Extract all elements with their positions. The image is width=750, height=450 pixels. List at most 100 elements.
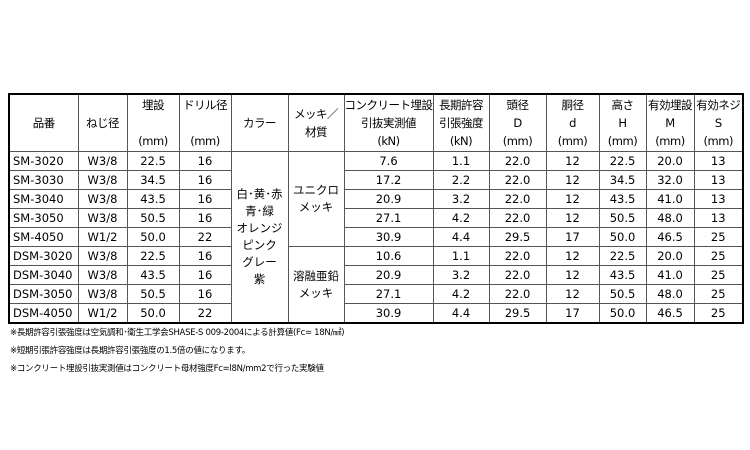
table-cell: 12 xyxy=(545,246,600,266)
column-header: ねじ径 xyxy=(77,93,128,152)
column-header: メッキ／ 材質 xyxy=(287,93,345,152)
color-cell: 白･黄･赤 青･緑 オレンジ ピンク グレー紫 xyxy=(230,151,289,324)
table-cell: 16 xyxy=(178,208,232,228)
table-cell: 22 xyxy=(178,227,232,247)
header-line: H xyxy=(618,116,627,130)
color-line: ピンク xyxy=(242,238,277,252)
product-code: DSM-3020 xyxy=(8,246,79,266)
table-cell: 12 xyxy=(545,208,600,228)
header-line: メッキ／ xyxy=(294,107,339,121)
table-cell: 41.0 xyxy=(645,265,695,285)
header-line: d xyxy=(569,116,576,130)
table-cell: 16 xyxy=(178,284,232,304)
table-cell: 22.5 xyxy=(598,246,647,266)
header-line: 胴径 xyxy=(561,98,585,112)
header-line: ねじ径 xyxy=(86,116,120,130)
table-cell: 12 xyxy=(545,265,600,285)
column-header: 長期許容 引張強度 (kN) xyxy=(432,93,490,152)
table-cell: 12 xyxy=(545,189,600,209)
header-line: 有効ネジ xyxy=(696,98,741,112)
table-cell: 22.0 xyxy=(488,246,547,266)
color-line: オレンジ xyxy=(236,221,283,235)
table-cell: 7.6 xyxy=(343,151,434,171)
header-row: 品番 ねじ径 埋設 (mm) ドリル径 (mm) カラー メッキ／ 材質 コンクリート埋設 引抜実測… xyxy=(8,93,744,152)
color-line: 紫 xyxy=(253,272,266,286)
table-cell: 17 xyxy=(545,303,600,324)
table-cell: 50.5 xyxy=(598,208,647,228)
table-cell: 4.4 xyxy=(432,227,490,247)
column-header: 埋設 (mm) xyxy=(126,93,180,152)
column-header: 高さ H (mm) xyxy=(598,93,647,152)
table-cell: 32.0 xyxy=(645,170,695,190)
product-code: SM-4050 xyxy=(8,227,79,247)
table-cell: 16 xyxy=(178,170,232,190)
table-cell: 16 xyxy=(178,189,232,209)
table-cell: 41.0 xyxy=(645,189,695,209)
header-line: 引張強度 xyxy=(439,116,484,130)
table-cell: 4.2 xyxy=(432,208,490,228)
product-code: DSM-4050 xyxy=(8,303,79,324)
header-line: ドリル径 xyxy=(183,98,228,112)
column-header: コンクリート埋設 引抜実測値 (kN) xyxy=(343,93,434,152)
column-header: ドリル径 (mm) xyxy=(178,93,232,152)
plating-line: メッキ xyxy=(298,285,334,300)
table-cell: 22.5 xyxy=(126,151,180,171)
product-code: DSM-3040 xyxy=(8,265,79,285)
table-cell: 50.0 xyxy=(598,227,647,247)
plating-cell: 溶融亜鉛 メッキ xyxy=(287,246,345,324)
color-line: 青･緑 xyxy=(245,204,274,218)
table-row: DSM-3020 W3/8 22.5 16 溶融亜鉛 メッキ 10.6 1.1 22.0 12 22… xyxy=(8,246,744,324)
table-cell: 17 xyxy=(545,227,600,247)
table-cell: 16 xyxy=(178,246,232,266)
table-cell: 25 xyxy=(693,284,744,304)
table-cell: W1/2 xyxy=(77,227,128,247)
table-cell: W3/8 xyxy=(77,208,128,228)
table-cell: 13 xyxy=(693,189,744,209)
header-line: 品番 xyxy=(32,116,55,130)
table-cell: 12 xyxy=(545,151,600,171)
table-row: DSM-4050 W1/2 50.0 22 30.9 4.4 29.5 17 50.0 46.5 2… xyxy=(8,303,744,324)
header-line: コンクリート埋設 xyxy=(344,98,433,112)
table-cell: 10.6 xyxy=(343,246,434,266)
footnotes: ※長期許容引張強度は空気調和･衛生工学会SHASE-S 009-2004による計… xyxy=(10,324,345,378)
plating-line: ユニクロ xyxy=(293,183,339,197)
table-cell: W3/8 xyxy=(77,246,128,266)
table-cell: 22.5 xyxy=(598,151,647,171)
table-cell: 27.1 xyxy=(343,284,434,304)
table-cell: 34.5 xyxy=(598,170,647,190)
product-code: SM-3040 xyxy=(8,189,79,209)
table-cell: W3/8 xyxy=(77,284,128,304)
column-header: 品番 xyxy=(8,93,79,152)
product-code: SM-3020 xyxy=(8,151,79,171)
table-cell: 12 xyxy=(545,170,600,190)
table-cell: 1.1 xyxy=(432,246,490,266)
table-cell: 20.9 xyxy=(343,189,434,209)
plating-line: 溶融亜鉛 xyxy=(293,268,339,283)
table-row: SM-3020 W3/8 22.5 16 白･黄･赤 青･緑 オレンジ ピンク グレー紫ユニクロ… xyxy=(8,151,744,324)
table-cell: 43.5 xyxy=(598,265,647,285)
header-line xyxy=(180,114,230,132)
column-header: 胴径 d (mm) xyxy=(545,93,600,152)
header-line: 長期許容 xyxy=(439,98,484,112)
header-line: 埋設 xyxy=(142,98,165,112)
table-cell: W3/8 xyxy=(77,151,128,171)
header-line: (mm) xyxy=(607,134,638,148)
table-cell: 22.0 xyxy=(488,284,547,304)
table-cell: 43.5 xyxy=(126,265,180,285)
table-cell: 30.9 xyxy=(343,303,434,324)
table-cell: 2.2 xyxy=(432,170,490,190)
header-line: D xyxy=(513,116,522,130)
table-cell: 13 xyxy=(693,170,744,190)
table-cell: 50.0 xyxy=(126,303,180,324)
header-line xyxy=(128,114,178,132)
table-cell: 50.5 xyxy=(598,284,647,304)
color-line: 白･黄･赤 xyxy=(236,187,283,201)
footnote: ※コンクリート埋設引抜実測値はコンクリート母材強度Fc=l8N/mm2で行った実… xyxy=(10,364,324,374)
table-cell: 50.5 xyxy=(126,208,180,228)
table-cell: 17.2 xyxy=(343,170,434,190)
table-row: SM-3040 W3/8 43.5 16 20.9 3.2 22.0 12 43.5 41.0 13 xyxy=(8,189,744,209)
product-code: SM-3030 xyxy=(8,170,79,190)
table-cell: W3/8 xyxy=(77,265,128,285)
table-cell: 48.0 xyxy=(645,208,695,228)
table-cell: W3/8 xyxy=(77,189,128,209)
